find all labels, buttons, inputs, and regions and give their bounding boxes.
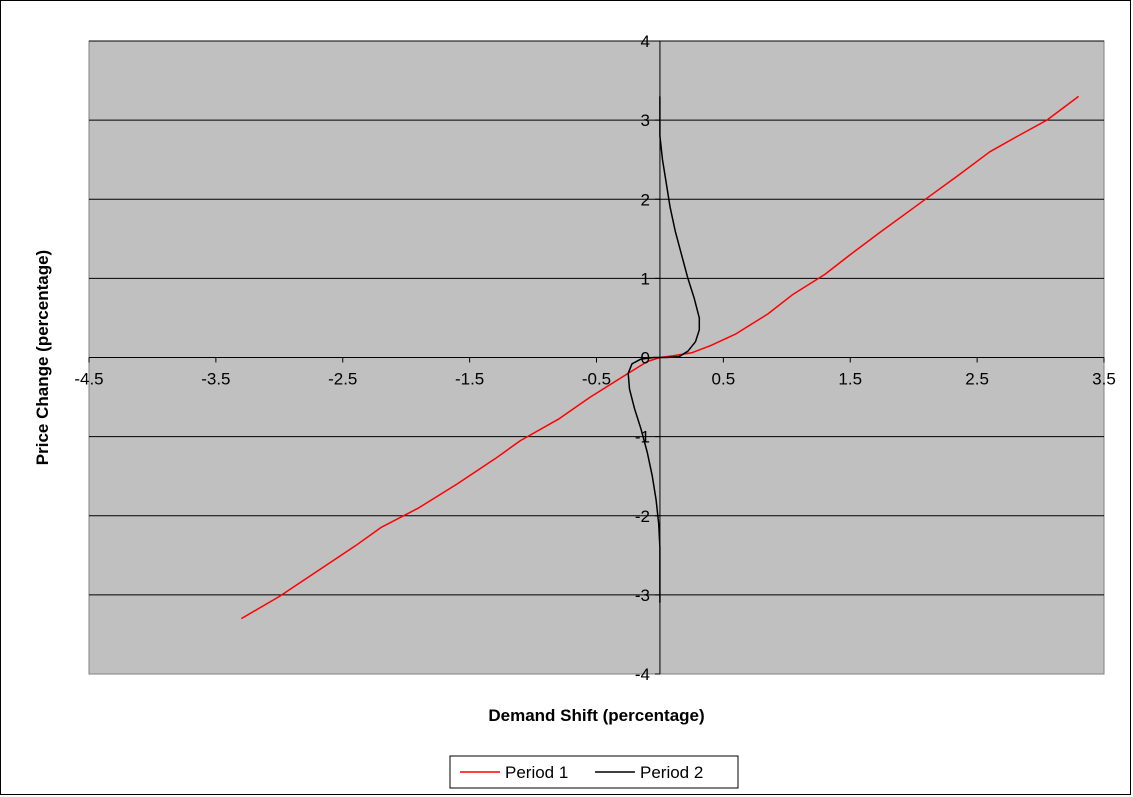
gridlines: [89, 40, 1104, 596]
x-axis-title: Demand Shift (percentage): [488, 706, 704, 725]
y-tick-label: -1: [635, 428, 650, 447]
y-tick-label: 3: [640, 111, 649, 130]
x-tick-label: 3.5: [1092, 370, 1116, 389]
y-tick-label: -3: [635, 586, 650, 605]
x-tick-label: 1.5: [838, 370, 862, 389]
y-tick-label: 4: [640, 32, 649, 51]
legend: Period 1 Period 2: [449, 755, 739, 789]
series-line-period-1: [240, 95, 1080, 620]
x-tick-label: 0.5: [712, 370, 736, 389]
x-tick-label: 2.5: [965, 370, 989, 389]
x-tick-label: -1.5: [455, 370, 484, 389]
axes: [88, 40, 1105, 675]
x-tick-label: -3.5: [201, 370, 230, 389]
legend-label-period-2: Period 2: [640, 763, 703, 782]
y-tick-label: 2: [640, 190, 649, 209]
y-tick-label: 1: [640, 269, 649, 288]
tick-labels: -4.5 -3.5 -2.5 -1.5 -0.5 0.5 1.5 2.5 3.5 -4 -3 -2 -1…: [74, 32, 1115, 684]
legend-label-period-1: Period 1: [505, 763, 568, 782]
y-axis-title: Price Change (percentage): [33, 250, 52, 465]
y-tick-label: -4: [635, 665, 650, 684]
y-tick-label: 0: [640, 349, 649, 368]
x-tick-label: -4.5: [74, 370, 103, 389]
x-tick-label: -0.5: [582, 370, 611, 389]
x-tick-label: -2.5: [328, 370, 357, 389]
y-tick-label: -2: [635, 507, 650, 526]
